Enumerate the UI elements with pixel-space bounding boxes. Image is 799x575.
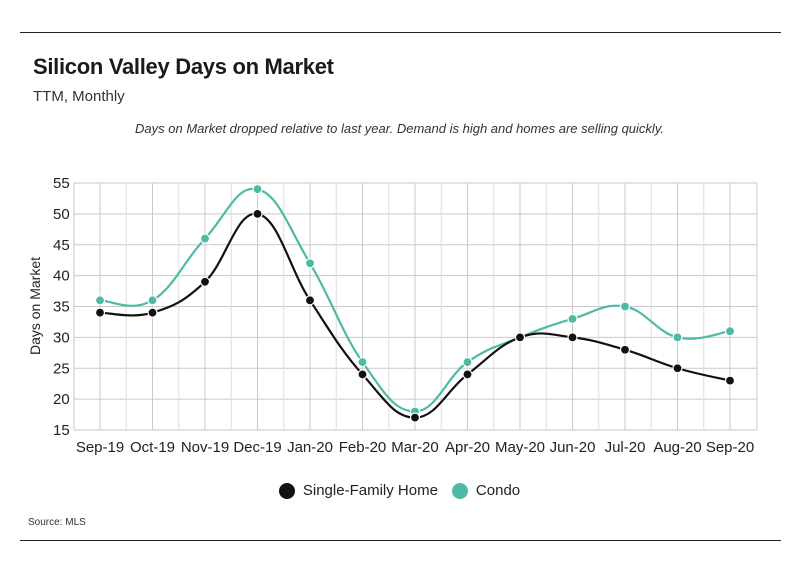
data-point-single-family xyxy=(304,295,316,306)
y-tick-label: 15 xyxy=(53,422,70,439)
data-point-condo xyxy=(672,332,683,343)
data-point-single-family xyxy=(724,375,736,386)
series-line-single-family xyxy=(99,212,731,419)
series-layer xyxy=(94,184,736,423)
y-tick-label: 30 xyxy=(53,329,70,346)
data-point-condo xyxy=(724,326,736,337)
x-tick-label: Sep-19 xyxy=(76,439,124,456)
data-point-single-family xyxy=(252,208,263,219)
x-tick-label: Jul-20 xyxy=(605,439,646,456)
data-point-condo xyxy=(619,301,631,312)
x-tick-label: May-20 xyxy=(495,439,545,456)
data-point-single-family xyxy=(357,369,368,380)
data-point-condo xyxy=(147,295,158,306)
x-tick-label: Dec-19 xyxy=(233,439,281,456)
x-tick-label: Mar-20 xyxy=(391,439,439,456)
data-point-condo xyxy=(199,233,211,244)
data-point-condo xyxy=(94,295,106,306)
data-point-condo xyxy=(462,356,473,368)
y-tick-label: 45 xyxy=(53,237,70,254)
y-tick-label: 25 xyxy=(53,360,70,377)
x-tick-label: Jun-20 xyxy=(550,439,596,456)
y-tick-label: 35 xyxy=(53,299,70,316)
chart-title: Silicon Valley Days on Market xyxy=(33,54,334,79)
data-point-single-family xyxy=(409,412,421,423)
data-point-single-family xyxy=(462,369,473,380)
grid-layer xyxy=(73,182,758,431)
data-point-single-family xyxy=(199,276,211,287)
y-axis-label: Days on Market xyxy=(27,257,43,355)
chart-annotation: Days on Market dropped relative to last … xyxy=(135,121,664,136)
legend-label-single-family: Single-Family Home xyxy=(302,482,438,499)
top-rule xyxy=(20,32,781,33)
x-tick-label: Oct-19 xyxy=(130,439,175,456)
chart-subtitle: TTM, Monthly xyxy=(33,88,125,105)
legend-item-condo: Condo xyxy=(451,482,521,499)
data-point-single-family xyxy=(619,344,631,355)
data-point-single-family xyxy=(514,332,526,343)
data-point-single-family xyxy=(94,307,106,318)
legend-item-single-family: Single-Family Home xyxy=(278,482,438,499)
x-tick-label: Sep-20 xyxy=(706,439,754,456)
x-tick-label: Nov-19 xyxy=(181,439,229,456)
legend: Single-Family Home Condo xyxy=(0,482,799,499)
data-point-single-family xyxy=(147,307,158,318)
data-point-single-family xyxy=(672,363,683,374)
legend-label-condo: Condo xyxy=(475,482,521,499)
data-point-condo xyxy=(357,356,368,368)
axis-layer: 55 50 45 40 35 30 25 20 15 Sep-19 Oct-19 Nov-19 Dec-… xyxy=(53,175,754,456)
legend-swatch-single-family xyxy=(278,482,295,499)
bottom-rule xyxy=(20,540,781,541)
legend-swatch-condo xyxy=(451,482,468,499)
data-point-condo xyxy=(567,313,578,324)
data-point-single-family xyxy=(567,332,578,343)
x-tick-label: Aug-20 xyxy=(653,439,701,456)
source-note: Source: MLS xyxy=(28,517,86,528)
y-tick-label: 20 xyxy=(53,391,70,408)
y-tick-label: 50 xyxy=(53,206,70,223)
y-tick-label: 55 xyxy=(53,175,70,192)
data-point-condo xyxy=(252,184,263,195)
x-tick-label: Jan-20 xyxy=(287,439,333,456)
y-tick-label: 40 xyxy=(53,268,70,285)
x-tick-label: Apr-20 xyxy=(445,439,490,456)
data-point-condo xyxy=(304,258,316,269)
x-tick-label: Feb-20 xyxy=(339,439,387,456)
